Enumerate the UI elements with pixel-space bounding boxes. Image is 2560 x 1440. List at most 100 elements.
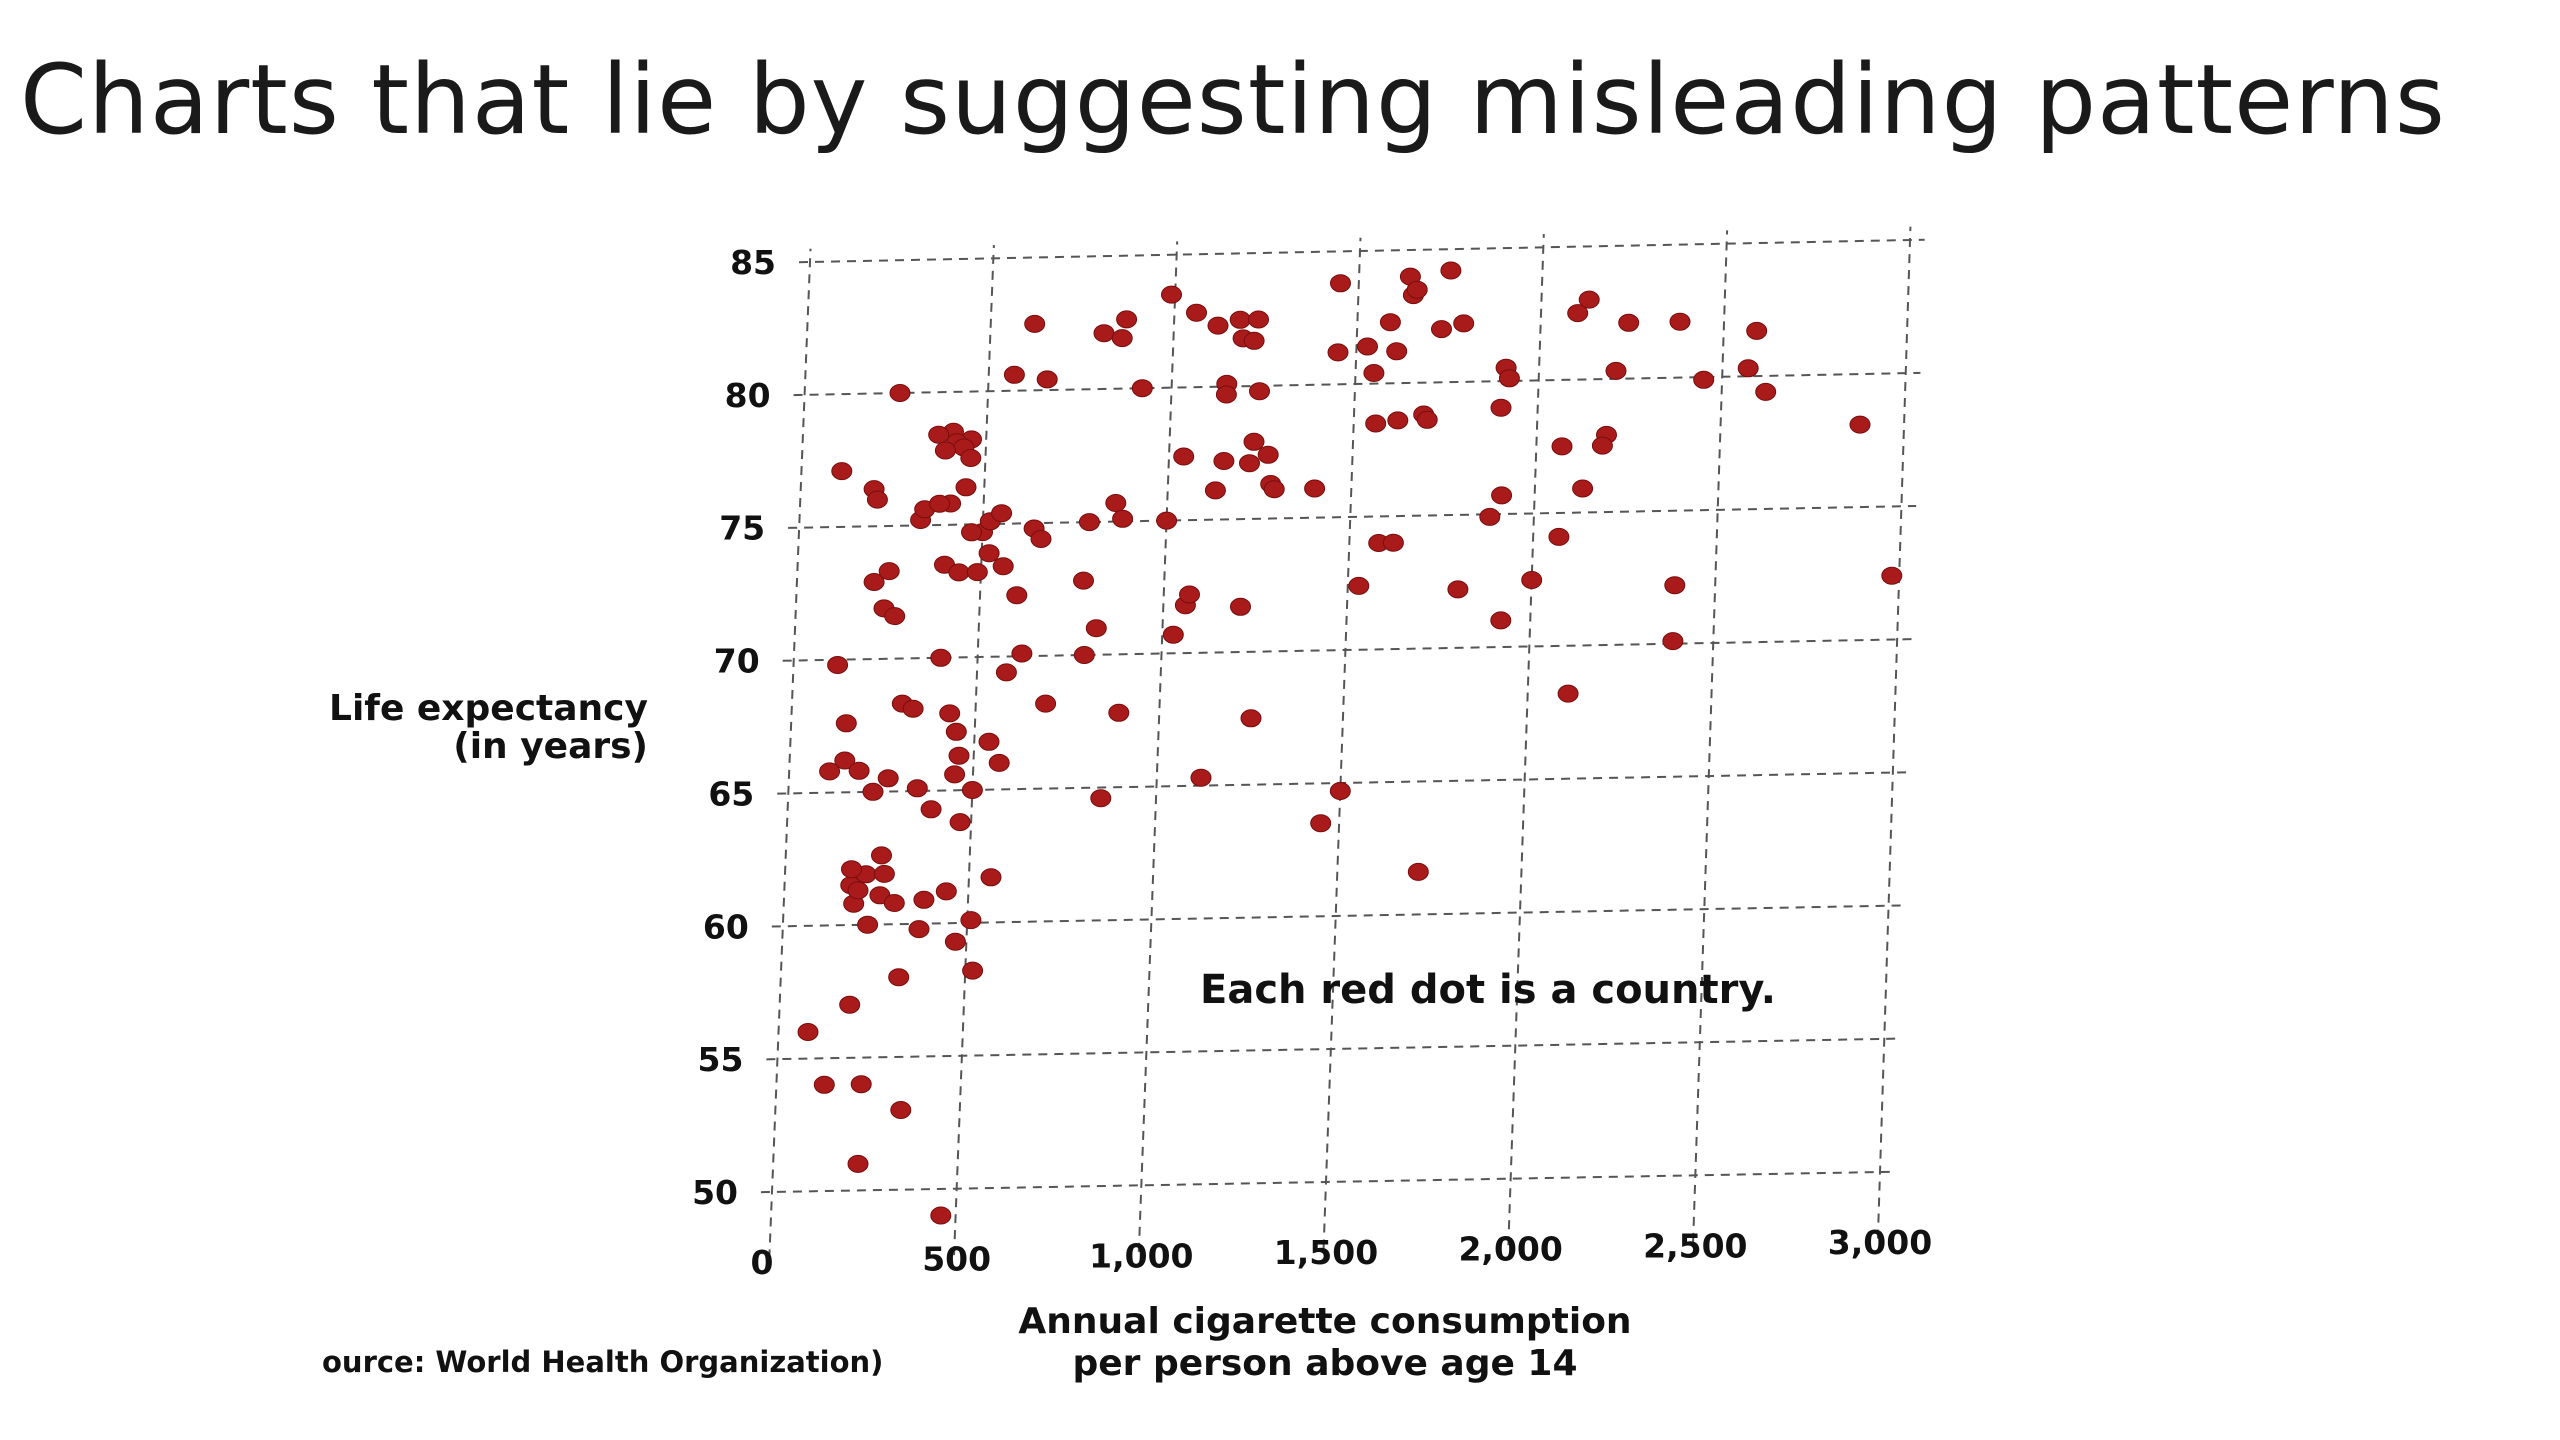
data-point (1190, 768, 1212, 787)
data-point (930, 1206, 952, 1225)
data-point (1243, 331, 1265, 350)
data-point (1131, 379, 1153, 398)
x-tick-label: 3,000 (1828, 1223, 1932, 1262)
data-point (877, 769, 899, 788)
data-point (878, 562, 900, 581)
data-point (962, 961, 984, 980)
y-axis-title-line1: Life expectancy (329, 688, 648, 729)
data-point (1357, 337, 1378, 356)
data-point (1363, 364, 1385, 382)
data-point (850, 1075, 872, 1094)
data-point (884, 607, 906, 626)
data-point (935, 882, 957, 901)
data-point (1416, 410, 1438, 429)
data-point (1365, 414, 1387, 433)
data-point (1431, 320, 1452, 339)
data-point (862, 782, 884, 801)
gridline-y-55 (766, 1037, 1900, 1061)
data-point (839, 995, 861, 1014)
gridline-x-3000 (1876, 226, 1912, 1239)
data-point (847, 1154, 869, 1173)
data-point (1204, 481, 1226, 500)
data-point (1310, 814, 1332, 833)
data-point (1011, 644, 1033, 663)
x-tick-label: 1,500 (1274, 1233, 1378, 1272)
data-point (1239, 454, 1260, 473)
data-point (928, 425, 950, 444)
data-point (1240, 709, 1262, 728)
data-point (890, 1101, 912, 1119)
data-point (1491, 486, 1513, 505)
data-point (1591, 436, 1613, 455)
data-point (1406, 280, 1428, 299)
data-point (883, 894, 905, 912)
data-point (1453, 314, 1475, 333)
x-tick-label: 2,500 (1643, 1226, 1747, 1265)
data-point (948, 563, 970, 582)
data-point (1105, 494, 1127, 512)
data-point (988, 753, 1010, 772)
data-point (1078, 513, 1100, 532)
data-point (1093, 324, 1115, 343)
data-point (847, 881, 869, 900)
data-point (1263, 480, 1285, 499)
x-tick-label: 0 (751, 1243, 774, 1282)
data-point (871, 846, 892, 865)
data-point (1248, 310, 1269, 329)
gridline-y-85 (798, 238, 1925, 264)
data-point (1387, 411, 1409, 430)
y-tick-label: 65 (708, 774, 754, 813)
data-point (831, 462, 853, 481)
y-axis-title-line2: (in years) (453, 726, 648, 767)
data-point (991, 504, 1013, 523)
data-point (961, 781, 983, 799)
data-point (939, 704, 961, 723)
data-point (908, 920, 930, 939)
data-point (1386, 342, 1408, 361)
data-point (1382, 533, 1404, 552)
data-point (902, 699, 924, 718)
data-point (1746, 321, 1768, 340)
data-point (1669, 312, 1691, 331)
data-point (1112, 509, 1134, 528)
data-point (1479, 507, 1501, 526)
x-axis-title-line2: per person above age 14 (1072, 1343, 1577, 1384)
data-point (873, 864, 895, 883)
gridline-y-70 (782, 638, 1912, 662)
data-point (813, 1075, 835, 1094)
data-point (949, 813, 971, 832)
data-point (1090, 789, 1112, 808)
data-point (1156, 511, 1178, 530)
data-point (1179, 585, 1200, 604)
data-point (1490, 398, 1512, 417)
data-point (1207, 316, 1229, 335)
data-point (819, 762, 841, 781)
data-point (1578, 290, 1600, 309)
data-point (797, 1023, 819, 1041)
data-point (1755, 382, 1777, 401)
data-point (1440, 261, 1462, 280)
gridline-x-2000 (1507, 233, 1545, 1246)
data-point (1330, 274, 1351, 293)
data-point (934, 441, 956, 460)
data-point (1229, 310, 1251, 329)
data-point (966, 563, 988, 582)
data-point (1605, 361, 1627, 380)
data-point (1003, 365, 1025, 384)
y-tick-label: 85 (730, 243, 776, 282)
data-point (1407, 862, 1429, 881)
x-tick-label: 500 (922, 1240, 991, 1279)
data-point (1881, 566, 1903, 585)
y-tick-label: 50 (692, 1173, 738, 1212)
x-tick-label: 2,000 (1458, 1230, 1562, 1269)
x-tick-label: 1,000 (1089, 1236, 1193, 1275)
data-point (929, 494, 951, 513)
data-point (1618, 313, 1640, 332)
y-tick-label: 75 (719, 509, 765, 548)
data-point (1257, 445, 1279, 464)
gridline-x-1500 (1322, 237, 1362, 1249)
slide-title: Charts that lie by suggesting misleading… (20, 44, 2446, 156)
data-point (1116, 310, 1138, 329)
data-point (1030, 530, 1052, 548)
